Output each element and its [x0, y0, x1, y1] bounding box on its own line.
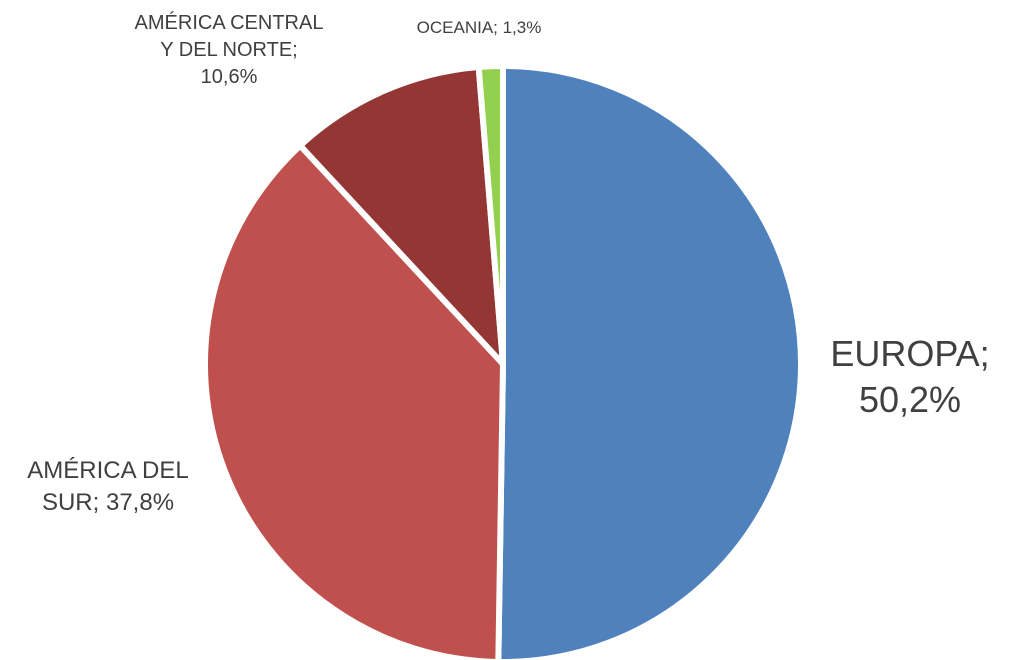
pie-slice-am-rica-central-y-del-norte: [297, 63, 506, 367]
pie-slice-europa: [495, 63, 805, 660]
data-label-line: SUR; 37,8%: [42, 489, 174, 516]
data-label-am-rica-central-y-del-norte: AMÉRICA CENTRAL Y DEL NORTE; 10,6%: [135, 11, 324, 88]
data-label-line: AMÉRICA CENTRAL: [135, 11, 324, 34]
data-label-europa: EUROPA; 50,2%: [830, 333, 989, 420]
data-label-line: Y DEL NORTE;: [160, 39, 297, 61]
data-label-line: OCEANIA; 1,3%: [417, 18, 542, 37]
data-label-line: 10,6%: [201, 66, 258, 88]
data-label-am-rica-del-sur: AMÉRICA DEL SUR; 37,8%: [27, 457, 188, 516]
data-label-oceania: OCEANIA; 1,3%: [417, 18, 542, 37]
data-label-line: EUROPA;: [830, 333, 989, 374]
pie-slice-am-rica-del-sur: [202, 142, 506, 660]
data-label-line: AMÉRICA DEL: [27, 457, 188, 484]
pie-slice-oceania: [475, 63, 506, 367]
data-label-line: 50,2%: [859, 379, 961, 420]
